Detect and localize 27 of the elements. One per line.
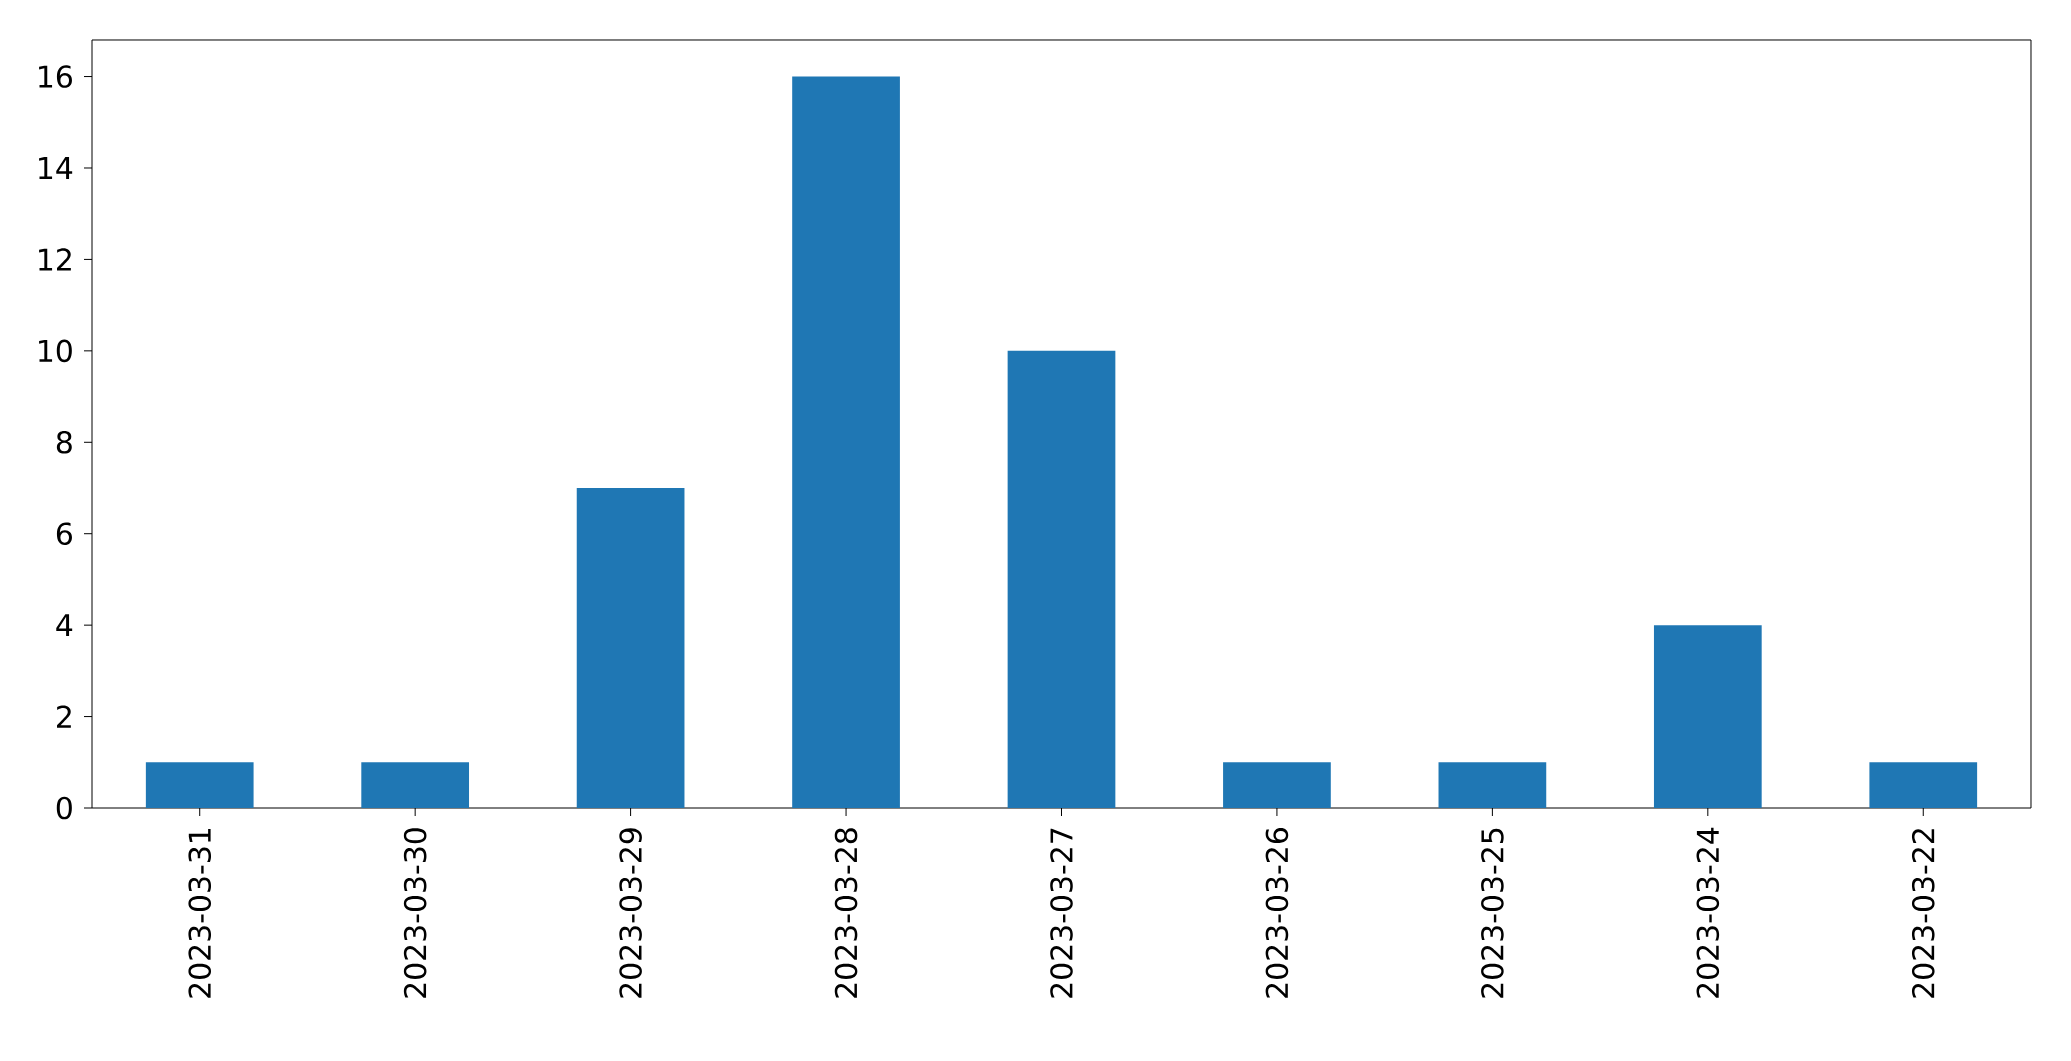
bar xyxy=(1653,625,1762,808)
y-tick-label: 8 xyxy=(56,430,72,454)
bar xyxy=(361,762,470,808)
y-tick-label: 16 xyxy=(39,65,72,88)
y-tick-label: 14 xyxy=(39,157,73,179)
x-tick-label: 2023-03-27 xyxy=(1050,828,1073,998)
y-tick-label: 4 xyxy=(56,614,73,637)
x-tick-label: 2023-03-24 xyxy=(1696,827,1720,998)
bar xyxy=(145,762,254,808)
x-tick-label: 2023-03-29 xyxy=(619,828,642,998)
x-tick-label: 2023-03-25 xyxy=(1481,828,1504,998)
bar xyxy=(576,488,685,808)
x-tick-label: 2023-03-30 xyxy=(403,828,427,998)
bar xyxy=(1007,350,1116,808)
y-tick-label: 12 xyxy=(39,248,71,271)
y-tick-label: 10 xyxy=(39,339,72,363)
bar xyxy=(1438,762,1547,808)
bar xyxy=(792,76,900,808)
bar xyxy=(1223,762,1331,808)
x-tick-label: 2023-03-22 xyxy=(1911,829,1935,998)
x-tick-label: 2023-03-31 xyxy=(188,828,212,998)
bar xyxy=(1869,762,1978,808)
x-tick-label: 2023-03-26 xyxy=(1265,828,1289,998)
y-tick-label: 6 xyxy=(56,522,72,546)
x-tick-label: 2023-03-28 xyxy=(834,828,858,998)
y-tick-label: 0 xyxy=(56,796,72,820)
y-tick-label: 2 xyxy=(57,705,71,728)
